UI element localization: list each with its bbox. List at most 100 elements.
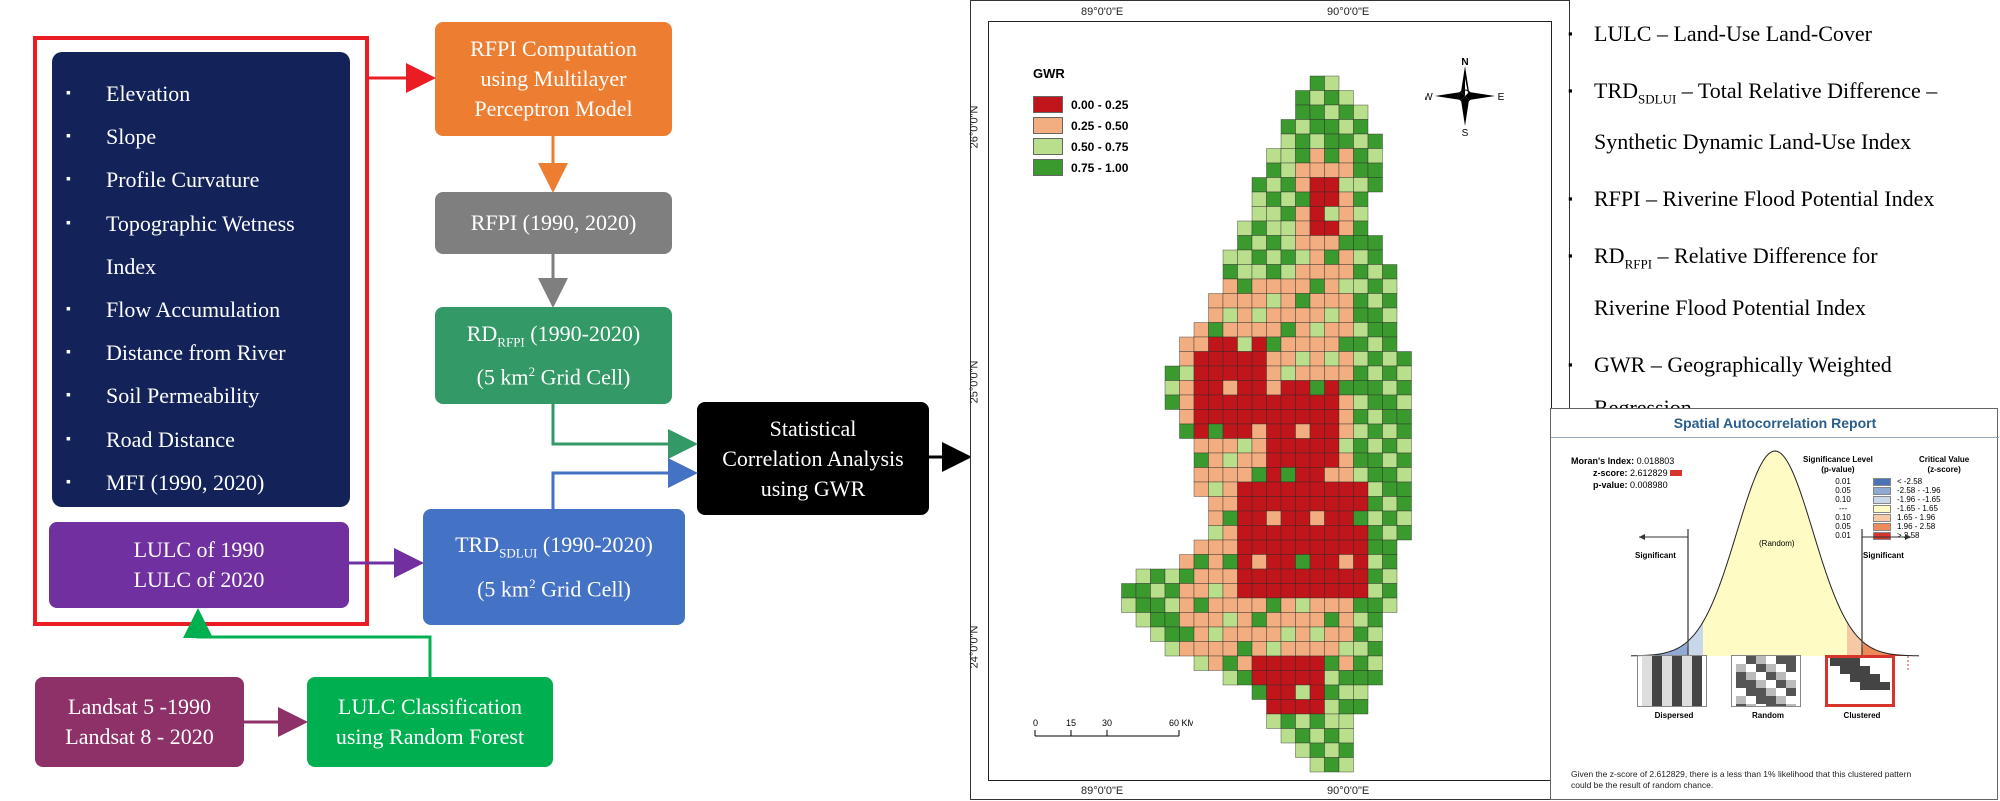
grid-cell (1222, 510, 1238, 526)
factor-item: ▪ Topographic Wetness (66, 202, 336, 245)
grid-cell (1193, 394, 1209, 410)
grid-cell (1251, 626, 1267, 642)
grid-cell (1309, 728, 1325, 744)
grid-cell (1295, 670, 1311, 686)
grid-cell (1324, 162, 1340, 178)
grid-cell (1382, 583, 1398, 599)
grid-cell (1324, 423, 1340, 439)
grid-cell (1280, 626, 1296, 642)
grid-cell (1309, 365, 1325, 381)
grid-cell (1295, 249, 1311, 265)
grid-cell (1295, 481, 1311, 497)
grid-cell (1237, 264, 1253, 280)
grid-cell (1367, 133, 1383, 149)
grid-cell (1280, 336, 1296, 352)
grid-cell (1324, 467, 1340, 483)
grid-cell (1237, 249, 1253, 265)
sig-z: -1.96 - -1.65 (1897, 495, 1941, 504)
morans-label: Moran's Index: (1571, 456, 1635, 466)
grid-cell (1208, 481, 1224, 497)
legend-item: 0.50 - 0.75 (1033, 136, 1128, 157)
grid-cell (1251, 423, 1267, 439)
pattern-label: Random (1752, 711, 1784, 720)
factor-label: Distance from River (106, 340, 286, 366)
grid-cell (1309, 554, 1325, 570)
grid-cell (1251, 554, 1267, 570)
grid-cell (1208, 307, 1224, 323)
grid-cell (1324, 641, 1340, 657)
grid-cell (1164, 583, 1180, 599)
grid-cell (1367, 351, 1383, 367)
rd-rfpi-box: RDRFPI (1990-2020) (5 km2 Grid Cell) (435, 307, 672, 404)
grid-cell (1324, 235, 1340, 251)
sig-row: --- -1.65 - 1.65 (1813, 504, 1941, 513)
grid-cell (1280, 380, 1296, 396)
grid-cell (1251, 641, 1267, 657)
grid-cell (1309, 583, 1325, 599)
grid-cell (1295, 438, 1311, 454)
grid-cell (1382, 380, 1398, 396)
grid-cell (1338, 322, 1354, 338)
grid-cell (1208, 612, 1224, 628)
grid-cell (1338, 525, 1354, 541)
grid-cell (1367, 177, 1383, 193)
grid-cell (1353, 104, 1369, 120)
sig-row: 0.05 1.96 - 2.58 (1813, 522, 1941, 531)
statistical-analysis-box: Statistical Correlation Analysis using G… (697, 402, 929, 515)
grid-cell (1280, 220, 1296, 236)
grid-cell (1164, 612, 1180, 628)
lat-label-left: 24°0'0"N (968, 625, 981, 669)
grid-cell (1353, 133, 1369, 149)
grid-cell (1237, 220, 1253, 236)
grid-cell (1309, 380, 1325, 396)
grid-cell (1280, 394, 1296, 410)
grid-cell (1353, 148, 1369, 164)
grid-cell (1309, 322, 1325, 338)
curve-band (1889, 653, 1919, 656)
grid-cell (1338, 496, 1354, 512)
grid-cell (1251, 510, 1267, 526)
scale-tick: 30 (1102, 718, 1112, 728)
grid-cell (1367, 539, 1383, 555)
abbr-definition: – Riverine Flood Potential Index (1640, 186, 1935, 212)
sig-row: 0.05 -2.58 - -1.96 (1813, 486, 1940, 495)
grid-cell (1295, 641, 1311, 657)
grid-cell (1353, 119, 1369, 135)
grid-cell (1324, 713, 1340, 729)
grid-cell (1251, 612, 1267, 628)
grid-cell (1338, 554, 1354, 570)
statistical-line: Correlation Analysis (722, 445, 904, 471)
gwr-map-frame: 89°0'0"E 90°0'0"E 89°0'0"E 90°0'0"E 26°0… (968, 0, 1570, 800)
lulc-classification-line: LULC Classification (338, 694, 522, 719)
grid-cell (1266, 264, 1282, 280)
grid-cell (1324, 104, 1340, 120)
grid-cell (1280, 148, 1296, 164)
grid-cell (1338, 539, 1354, 555)
grid-cell (1179, 641, 1195, 657)
grid-cell (1396, 496, 1412, 512)
grid-cell (1222, 525, 1238, 541)
factor-item: ▪ MFI (1990, 2020) (66, 461, 336, 504)
grid-cell (1179, 409, 1195, 425)
z-swatch (1670, 470, 1683, 476)
bullet-icon: ▪ (1568, 26, 1573, 41)
abbreviation-item: ▪ LULC – Land-Use Land-Cover (1568, 12, 1998, 55)
grid-cell (1280, 133, 1296, 149)
grid-cell (1280, 525, 1296, 541)
grid-cell (1266, 249, 1282, 265)
grid-cell (1266, 525, 1282, 541)
grid-cell (1353, 452, 1369, 468)
grid-cell (1382, 278, 1398, 294)
grid-label: (5 km (476, 364, 529, 390)
grid-cell (1338, 394, 1354, 410)
arrow-head-icon (1905, 534, 1911, 540)
grid-cell (1193, 597, 1209, 613)
grid-cell (1324, 220, 1340, 236)
grid-cell (1338, 452, 1354, 468)
factor-label: Flow Accumulation (106, 297, 281, 323)
grid-cell (1222, 409, 1238, 425)
lulc-2020-label: LULC of 2020 (133, 567, 265, 592)
grid-cell (1295, 177, 1311, 193)
sig-swatch (1873, 504, 1891, 513)
z-value: 2.612829 (1630, 468, 1668, 478)
